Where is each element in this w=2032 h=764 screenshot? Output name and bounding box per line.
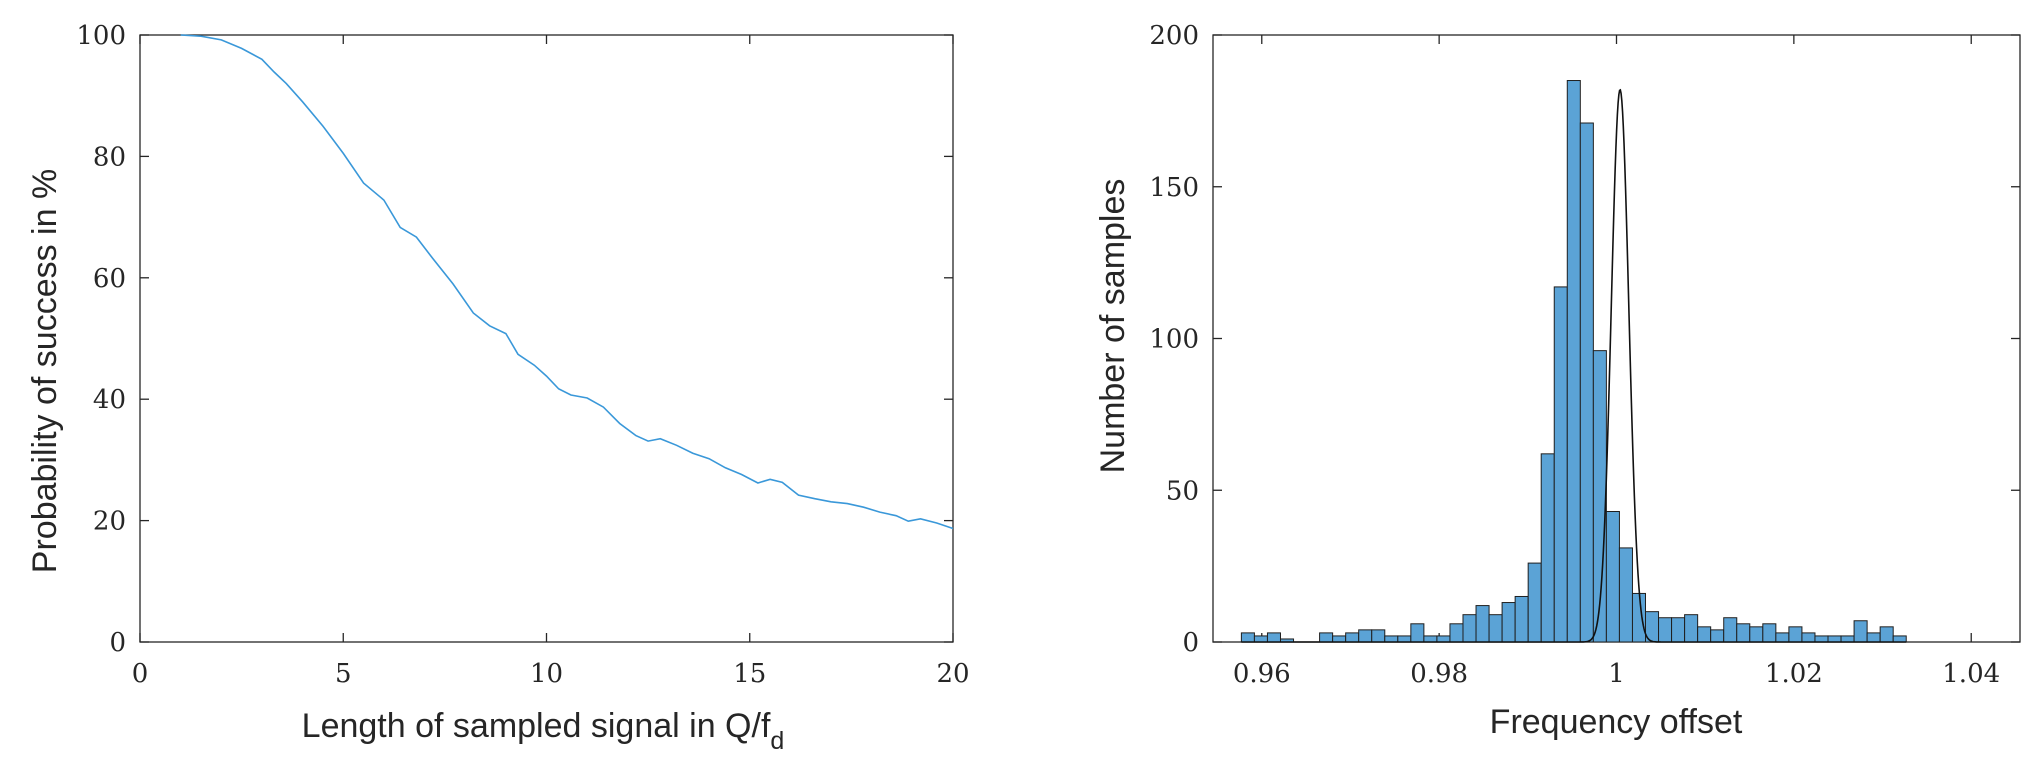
histogram-bar (1488, 614, 1503, 643)
histogram-bar (1801, 632, 1816, 643)
chart-right-y-tick-label: 0 (1182, 628, 1199, 658)
histogram-bar (1423, 635, 1438, 643)
success-probability-line (180, 34, 954, 530)
histogram-bar (1449, 623, 1464, 643)
histogram-bar (1501, 602, 1516, 643)
histogram-bar (1723, 617, 1738, 643)
success-probability-chart: 0 5 10 15 20 0 20 40 60 80 100 Length of sampled s… (26, 21, 970, 755)
histogram-bar (1827, 635, 1842, 643)
histogram-bar (1384, 635, 1399, 643)
histogram-bar (1566, 80, 1581, 643)
chart-left-x-tick-label: 5 (335, 659, 352, 689)
histogram-bar (1240, 632, 1255, 643)
histogram-bar (1540, 453, 1555, 643)
chart-right-x-tick-label: 0.98 (1410, 659, 1468, 689)
chart-right-plot-area: 0.96 0.98 1 1.02 1.04 0 50 100 150 200 (1149, 21, 2021, 689)
chart-left-x-axis-label-subscript: d (770, 727, 784, 755)
histogram-bar (1410, 623, 1425, 643)
histogram-bar (1697, 626, 1712, 643)
histogram-bar (1840, 635, 1855, 643)
histogram-bar (1253, 635, 1268, 643)
chart-left-y-tick-label: 40 (93, 385, 126, 415)
histogram-bar (1658, 617, 1673, 643)
histogram-bar (1462, 614, 1477, 643)
histogram-bar (1371, 629, 1386, 643)
histogram-bar (1319, 632, 1334, 643)
chart-left-x-tick-label: 15 (733, 659, 766, 689)
chart-left-y-tick-label: 60 (93, 264, 126, 294)
histogram-bar (1892, 635, 1907, 643)
chart-left-x-tick-label: 10 (530, 659, 563, 689)
chart-left-x-tick-label: 0 (132, 659, 149, 689)
histogram-bar (1775, 632, 1790, 643)
histogram-bar (1553, 286, 1568, 643)
chart-left-x-axis-label-main: Length of sampled signal in Q/f (302, 707, 771, 745)
histogram-bar (1514, 595, 1529, 643)
histogram-bar (1475, 605, 1490, 643)
chart-left-y-axis-label: Probability of success in % (26, 169, 64, 573)
histogram-bar (1358, 629, 1373, 643)
histogram-bar (1684, 614, 1699, 643)
chart-left-x-tick-label: 20 (936, 659, 969, 689)
chart-right-y-tick-label: 200 (1149, 21, 1199, 51)
histogram-bar (1736, 623, 1751, 643)
histogram-bar (1762, 623, 1777, 643)
chart-right-x-axis-label: Frequency offset (1490, 703, 1743, 741)
histogram-bar (1866, 632, 1881, 643)
chart-left-y-tick-label: 80 (93, 142, 126, 172)
chart-left-plot-area: 0 5 10 15 20 0 20 40 60 80 100 (76, 21, 969, 689)
histogram-bar (1814, 635, 1829, 643)
chart-right-y-axis-label: Number of samples (1094, 179, 1132, 474)
chart-left-y-tick-label: 100 (76, 21, 126, 51)
histogram-bar (1527, 562, 1542, 643)
chart-left-y-tick-label: 20 (93, 507, 126, 537)
gaussian-fit-curve (1241, 88, 1907, 643)
chart-left-x-axis-label: Length of sampled signal in Q/fd (302, 707, 785, 755)
histogram-bar (1671, 617, 1686, 643)
chart-left-axes-box (139, 34, 954, 643)
chart-right-x-tick-label: 1.02 (1765, 659, 1823, 689)
frequency-offset-histogram: 0.96 0.98 1 1.02 1.04 0 50 100 150 200 Frequency … (1094, 21, 2021, 741)
histogram-bar (1605, 511, 1620, 643)
histogram-bars (1240, 80, 1907, 643)
histogram-bar (1579, 122, 1594, 643)
histogram-bar (1853, 620, 1868, 643)
histogram-bar (1710, 629, 1725, 643)
histogram-bar (1397, 635, 1412, 643)
histogram-bar (1631, 592, 1646, 643)
histogram-bar (1749, 626, 1764, 643)
chart-right-x-tick-label: 1 (1608, 659, 1625, 689)
chart-right-x-tick-label: 1.04 (1942, 659, 2000, 689)
chart-right-y-tick-label: 150 (1149, 173, 1199, 203)
chart-right-y-tick-label: 50 (1166, 476, 1199, 506)
histogram-bar (1266, 632, 1281, 643)
chart-right-x-tick-label: 0.96 (1233, 659, 1291, 689)
chart-right-y-tick-label: 100 (1149, 325, 1199, 355)
histogram-bar (1879, 626, 1894, 643)
histogram-bar (1436, 635, 1451, 643)
histogram-bar (1345, 632, 1360, 643)
histogram-bar (1618, 547, 1633, 643)
chart-left-y-tick-label: 0 (109, 628, 126, 658)
histogram-bar (1788, 626, 1803, 643)
histogram-bar (1332, 635, 1347, 643)
